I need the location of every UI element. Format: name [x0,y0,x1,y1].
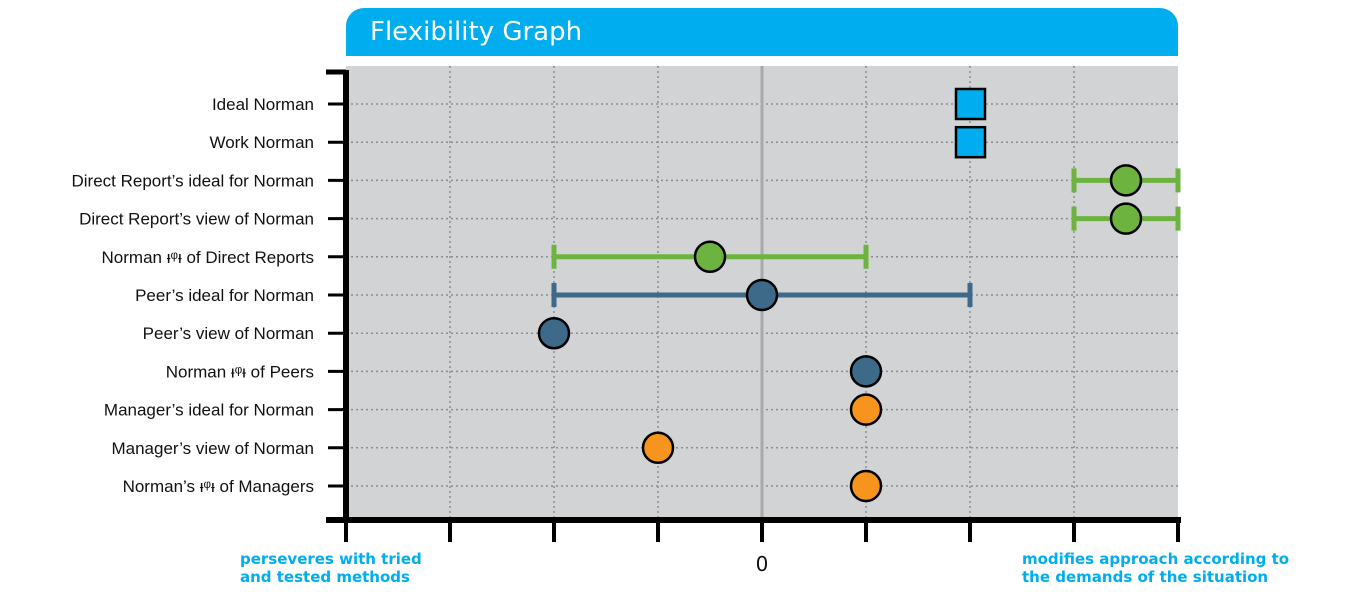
x-tick-label: 0 [756,552,769,576]
data-point-circle [537,316,571,350]
y-tick-label: Manager’s view of Norman [111,439,314,458]
data-point-circle [849,469,883,503]
data-point-circle [849,355,883,388]
axis-note-left-text: perseveres with tried and tested methods [240,550,422,586]
y-tick-label: Norman’s ᵻᵠᵻ of Managers [123,477,314,496]
data-point-circle [849,393,883,426]
y-tick-label: Peer’s view of Norman [143,324,314,343]
y-tick-label: Direct Report’s ideal for Norman [72,171,315,190]
chart-title: Flexibility Graph [370,17,583,47]
y-tick-label: Norman ᵻᵠᵻ of Direct Reports [102,248,314,267]
y-tick-label: Norman ᵻᵠᵻ of Peers [166,362,314,381]
y-tick-label: Manager’s ideal for Norman [104,401,314,420]
data-point-circle [641,431,675,465]
data-point-square [954,125,987,159]
data-point-circle [1109,164,1143,197]
data-point-circle [745,278,779,312]
axis-note-left: perseveres with tried and tested methods [240,550,422,586]
y-tick-label: Direct Report’s view of Norman [79,210,314,229]
data-point-circle [693,240,727,274]
y-tick-label: Ideal Norman [212,95,314,114]
data-point-circle [1109,202,1143,235]
y-tick-label: Work Norman [209,133,314,152]
axis-note-right-text: modifies approach according to the demand… [1022,550,1290,586]
data-point-square [954,87,987,121]
y-tick-label: Peer’s ideal for Norman [135,286,314,305]
axis-note-right: modifies approach according to the demand… [1022,550,1289,586]
chart-title-bar: Flexibility Graph [346,8,1178,56]
